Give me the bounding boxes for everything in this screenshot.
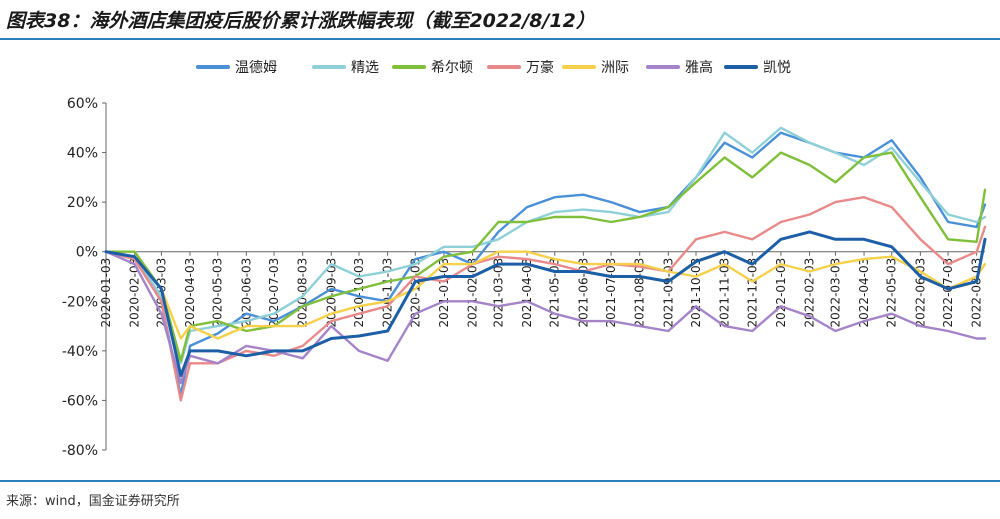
x-tick-label: 2022-06-03 bbox=[913, 258, 927, 328]
x-tick-label: 2020-11-03 bbox=[381, 258, 395, 328]
series-line-2 bbox=[104, 126, 987, 365]
x-tick-label: 2021-05-03 bbox=[548, 258, 562, 328]
legend-item: 希尔顿 bbox=[392, 54, 473, 80]
x-tick-label: 2022-02-03 bbox=[803, 258, 817, 328]
y-tick-label: 60% bbox=[67, 96, 98, 112]
x-tick-label: 2020-05-03 bbox=[211, 258, 225, 328]
legend-label: 温德姆 bbox=[235, 60, 277, 76]
x-tick-label: 2021-11-03 bbox=[718, 258, 732, 328]
x-tick-label: 2021-03-03 bbox=[491, 258, 505, 328]
x-tick-label: 2020-06-03 bbox=[239, 258, 253, 328]
x-tick-label: 2021-12-03 bbox=[745, 258, 759, 328]
legend-swatch bbox=[724, 65, 758, 69]
x-tick-label: 2021-10-03 bbox=[689, 258, 703, 328]
legend: 温德姆 精选 希尔顿 万豪 洲际 雅高 凯悦 bbox=[0, 54, 1000, 80]
source-note: 来源：wind，国金证券研究所 bbox=[6, 494, 180, 509]
x-tick-label: 2022-03-03 bbox=[828, 258, 842, 328]
legend-swatch bbox=[392, 65, 426, 69]
y-tick-label: 40% bbox=[67, 146, 98, 162]
x-tick-label: 2020-02-03 bbox=[128, 258, 142, 328]
legend-swatch bbox=[646, 65, 680, 69]
x-tick-label: 2021-07-03 bbox=[604, 258, 618, 328]
legend-label: 凯悦 bbox=[763, 60, 791, 76]
legend-item: 万豪 bbox=[487, 54, 554, 80]
footer: 来源：wind，国金证券研究所 bbox=[0, 480, 1000, 519]
x-tick-label: 2021-06-03 bbox=[576, 258, 590, 328]
series-line-6 bbox=[104, 250, 987, 385]
legend-label: 洲际 bbox=[601, 60, 629, 76]
series-line-5 bbox=[104, 250, 987, 340]
legend-item: 洲际 bbox=[562, 54, 629, 80]
series-line-4 bbox=[104, 195, 987, 402]
legend-label: 希尔顿 bbox=[431, 60, 473, 76]
x-tick-label: 2022-07-03 bbox=[941, 258, 955, 328]
y-tick-label: -80% bbox=[62, 443, 98, 459]
x-tick-label: 2020-01-03 bbox=[99, 258, 113, 328]
x-tick-label: 2021-09-03 bbox=[661, 258, 675, 328]
y-tick-label: 0% bbox=[76, 245, 98, 261]
series-line-1 bbox=[104, 131, 987, 397]
legend-swatch bbox=[562, 65, 596, 69]
x-tick-label: 2021-04-03 bbox=[520, 258, 534, 328]
legend-item: 雅高 bbox=[646, 54, 713, 80]
y-tick-label: -40% bbox=[62, 344, 98, 360]
legend-item: 凯悦 bbox=[724, 54, 791, 80]
series-line-3 bbox=[104, 151, 987, 362]
legend-swatch bbox=[196, 65, 230, 69]
x-tick-label: 2020-04-03 bbox=[183, 258, 197, 328]
x-tick-label: 2020-07-03 bbox=[267, 258, 281, 328]
legend-item: 精选 bbox=[312, 54, 379, 80]
x-tick-label: 2022-08-03 bbox=[970, 258, 984, 328]
x-tick-label: 2022-04-03 bbox=[857, 258, 871, 328]
legend-swatch bbox=[312, 65, 346, 69]
legend-item: 温德姆 bbox=[196, 54, 277, 80]
x-tick-label: 2020-09-03 bbox=[324, 258, 338, 328]
legend-label: 雅高 bbox=[685, 60, 713, 76]
legend-swatch bbox=[487, 65, 521, 69]
y-tick-label: 20% bbox=[67, 195, 98, 211]
y-tick-label: -20% bbox=[62, 294, 98, 310]
legend-label: 万豪 bbox=[526, 60, 554, 76]
series-line-7 bbox=[104, 230, 987, 378]
legend-label: 精选 bbox=[351, 60, 379, 76]
y-tick-label: -60% bbox=[62, 393, 98, 409]
chart-title: 图表38：海外酒店集团疫后股价累计涨跌幅表现（截至2022/8/12） bbox=[6, 10, 595, 32]
x-tick-label: 2020-10-03 bbox=[352, 258, 366, 328]
line-chart: -80% -60% -40% -20% 0% 20% 40% 60% 2020-01-03 202… bbox=[62, 96, 987, 459]
x-tick-label: 2022-05-03 bbox=[885, 258, 899, 328]
title-bar: 图表38：海外酒店集团疫后股价累计涨跌幅表现（截至2022/8/12） bbox=[0, 0, 1000, 40]
